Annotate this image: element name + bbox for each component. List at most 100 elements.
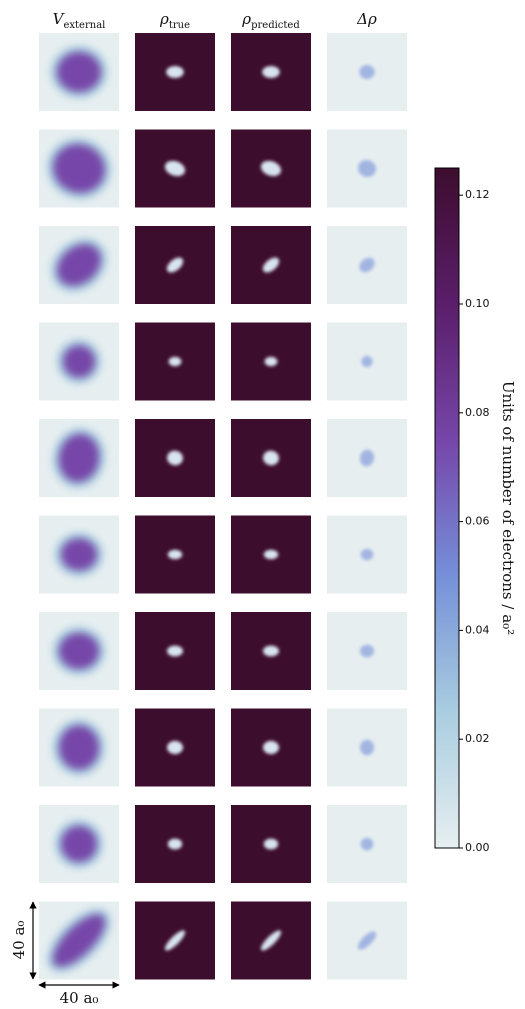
- panel: [327, 33, 407, 111]
- potential-well: [63, 345, 95, 378]
- panel: [327, 901, 407, 980]
- header-subscript: true: [169, 20, 190, 31]
- colorbar-gradient: [434, 167, 460, 849]
- colorbar-tick-label: 0.00: [465, 841, 490, 854]
- density-blob: [164, 930, 186, 951]
- panel: [135, 226, 215, 304]
- difference-speckle: [359, 449, 375, 467]
- colorbar-tick-label: 0.02: [465, 732, 490, 745]
- column-header: ρtrue: [159, 10, 190, 31]
- panel: [231, 322, 311, 401]
- density-blob: [264, 356, 278, 367]
- difference-speckle: [357, 160, 377, 177]
- panel: [231, 612, 311, 690]
- difference-speckle: [361, 355, 373, 368]
- width-label: 40 a₀: [60, 989, 99, 1007]
- panel: [39, 129, 119, 208]
- difference-speckle: [359, 65, 375, 79]
- panel: [231, 33, 311, 111]
- potential-well: [57, 52, 101, 92]
- panel: [231, 419, 311, 497]
- density-blob: [166, 257, 184, 273]
- potential-well: [61, 826, 97, 862]
- header-symbol: ρ: [159, 10, 169, 28]
- difference-speckle: [360, 837, 374, 851]
- potential-well: [53, 144, 105, 193]
- colorbar: 0.00 0.02 0.04 0.06 0.08 0.10 0.12: [434, 167, 490, 854]
- density-blob: [167, 838, 183, 850]
- panel: [39, 612, 119, 690]
- panel: [231, 515, 311, 594]
- density-blob: [263, 645, 279, 657]
- panel: [39, 322, 119, 401]
- potential-well: [58, 434, 100, 482]
- colorbar-label: Units of number of electrons / a₀²: [499, 381, 517, 635]
- density-blob: [168, 356, 182, 367]
- panel: [231, 708, 311, 787]
- panel: [135, 322, 215, 401]
- column-header: ρpredicted: [241, 10, 300, 31]
- density-blob: [263, 838, 279, 850]
- scale-bars: 40 a₀ 40 a₀: [10, 901, 120, 1007]
- panel: [39, 515, 119, 594]
- panel: [327, 322, 407, 401]
- panel: [135, 708, 215, 787]
- header-symbol: ρ: [241, 10, 251, 28]
- panel: [327, 419, 407, 497]
- difference-speckle: [359, 257, 375, 273]
- column-header: Δρ: [356, 10, 377, 28]
- panel: [135, 515, 215, 594]
- potential-well: [59, 633, 99, 669]
- panel: [231, 901, 311, 980]
- panel: [327, 226, 407, 304]
- density-blob: [167, 740, 183, 755]
- panel: [135, 33, 215, 111]
- panel: [231, 129, 311, 208]
- density-blob: [167, 549, 183, 560]
- panel: [327, 515, 407, 594]
- density-blob: [260, 930, 282, 951]
- colorbar-tick-label: 0.06: [465, 515, 490, 528]
- panel: [327, 129, 407, 208]
- potential-well: [61, 538, 97, 571]
- density-blob: [262, 66, 280, 78]
- panel: [135, 612, 215, 690]
- colorbar-tick-label: 0.10: [465, 297, 490, 310]
- panel: [39, 805, 119, 883]
- panels: [39, 33, 407, 980]
- density-blob: [167, 450, 183, 466]
- panel: [39, 226, 119, 304]
- colorbar-tick-label: 0.12: [465, 188, 490, 201]
- colorbar-tick-label: 0.04: [465, 623, 490, 636]
- panel: [135, 419, 215, 497]
- panel: [327, 805, 407, 883]
- density-blob: [262, 257, 280, 273]
- density-blob: [263, 549, 279, 560]
- density-blob: [263, 740, 279, 755]
- density-blob: [167, 645, 183, 657]
- panel: [327, 708, 407, 787]
- panel: [231, 805, 311, 883]
- density-blob: [164, 160, 186, 177]
- panel: [135, 805, 215, 883]
- panel: [39, 419, 119, 497]
- difference-speckle: [360, 644, 374, 658]
- header-symbol: Δρ: [356, 10, 377, 28]
- height-label: 40 a₀: [10, 921, 28, 960]
- potential-well: [53, 914, 105, 967]
- column-header: Vexternal: [53, 10, 106, 31]
- potential-well: [57, 244, 101, 286]
- panel: [327, 612, 407, 690]
- potential-well: [59, 725, 99, 770]
- density-blob: [166, 66, 184, 78]
- header-subscript: external: [63, 20, 105, 31]
- panel: [135, 901, 215, 980]
- panel: [231, 226, 311, 304]
- colorbar-tick-label: 0.08: [465, 406, 490, 419]
- difference-speckle: [360, 739, 374, 756]
- density-blob: [260, 160, 282, 177]
- density-blob: [263, 450, 279, 466]
- headers: Vexternal ρtrue ρpredicted Δρ: [53, 10, 377, 31]
- panel: [39, 708, 119, 787]
